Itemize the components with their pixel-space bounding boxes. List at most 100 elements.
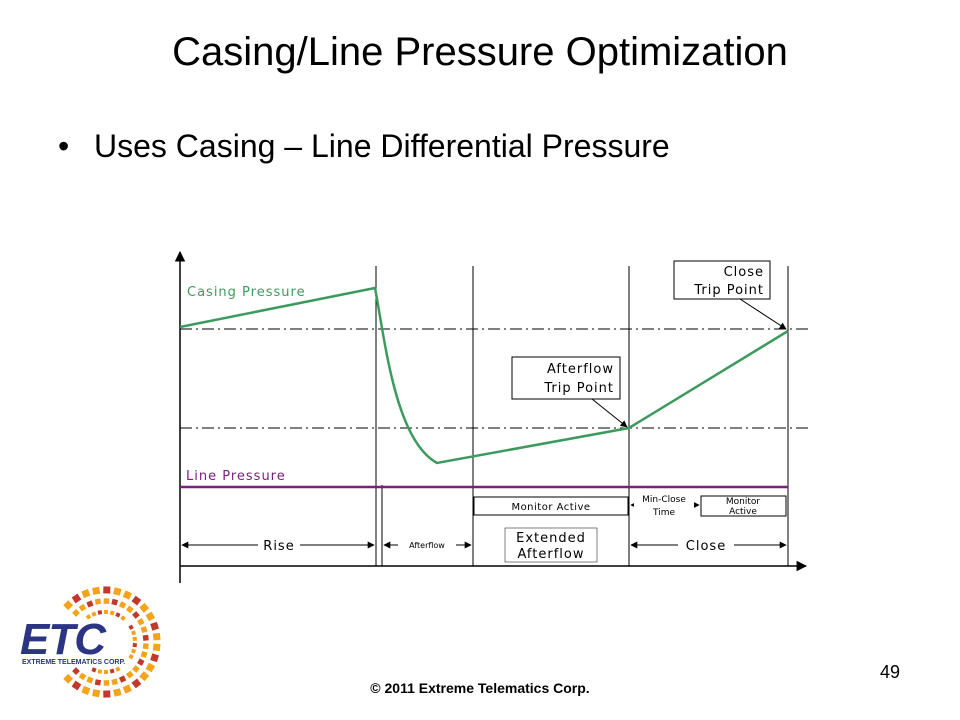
logo-ray-square (118, 601, 127, 609)
logo-ray-square (113, 587, 122, 596)
logo-ray-square (150, 621, 160, 631)
afterflow-trip-callout (511, 356, 621, 400)
logo-ray-square (140, 626, 148, 634)
logo-ray-square (122, 684, 132, 694)
logo-ray-square (78, 672, 87, 681)
logo-ray-square (91, 611, 97, 617)
monitor-active-2-line1: Monitor (726, 497, 761, 507)
logo-ray-square (132, 642, 137, 648)
line-pressure-label: Line Pressure (186, 469, 286, 484)
logo-ray-square (139, 602, 150, 613)
logo-ray-square (145, 611, 156, 622)
min-close-line2: Time (652, 508, 675, 518)
logo-ray-square (115, 612, 121, 618)
page-number: 49 (880, 662, 901, 682)
logo-ray-square (92, 689, 101, 698)
logo-ray-square (81, 589, 91, 599)
logo-ray-square (139, 671, 150, 682)
logo-ray-square (86, 600, 94, 608)
logo-ray-square (109, 610, 115, 616)
logo-ray-square (131, 630, 137, 636)
close-label: Close (686, 539, 726, 554)
logo-ray-square (137, 658, 145, 666)
logo-ray-square (71, 680, 82, 691)
afterflow-label: Afterflow (409, 541, 445, 550)
logo-ray-square (115, 666, 121, 672)
close-callout-line1: Close (724, 265, 764, 280)
logo-ray-square (103, 690, 111, 698)
min-close-label-bg (634, 493, 694, 517)
close-label-bg (678, 536, 734, 554)
afterflow-callout-line1: Afterflow (547, 362, 614, 377)
slide-title: Casing/Line Pressure Optimization (172, 30, 788, 74)
afterflow-callout-line2: Trip Point (543, 381, 614, 396)
logo-ray-square (94, 679, 102, 686)
logo-ray-square (63, 600, 74, 611)
close-trip-callout (673, 260, 771, 300)
close-callout-arrow (739, 298, 787, 330)
logo-ray-square (91, 667, 97, 673)
logo-sunburst-icon (63, 586, 161, 698)
logo-ray-square (128, 653, 134, 660)
close-callout-line2: Trip Point (693, 283, 764, 298)
logo-ray-square (94, 598, 102, 605)
logo-ray-square (118, 675, 127, 683)
etc-logo: ETC EXTREME TELEMATICS CORP. (20, 586, 161, 698)
bullet-item: • Uses Casing – Line Differential Pressu… (58, 128, 670, 165)
logo-ray-square (132, 665, 140, 673)
logo-ray-square (103, 609, 109, 615)
logo-ray-square (137, 618, 145, 626)
logo-ray-square (71, 593, 82, 604)
logo-ray-square (78, 603, 87, 612)
logo-ray-square (103, 680, 110, 686)
logo-ray-square (111, 678, 118, 686)
logo-ray-square (131, 648, 137, 654)
min-close-line1: Min-Close (642, 495, 686, 505)
logo-ray-square (125, 670, 134, 679)
logo-ray-square (113, 688, 122, 697)
logo-ray-square (125, 605, 134, 614)
logo-ray-square (72, 667, 80, 675)
logo-ray-square (150, 653, 160, 663)
logo-ray-square (85, 614, 92, 620)
casing-pressure-curve (179, 286, 789, 465)
logo-subtext: EXTREME TELEMATICS CORP. (22, 659, 125, 666)
extended-afterflow-line1: Extended (516, 531, 586, 546)
logo-ray-square (111, 598, 118, 606)
extended-afterflow-line2: Afterflow (518, 547, 585, 562)
logo-ray-square (120, 615, 126, 621)
monitor-active-box-2 (700, 495, 787, 517)
logo-ray-square (132, 611, 140, 619)
logo-ray-square (131, 595, 142, 606)
copyright-text: © 2011 Extreme Telematics Corp. (370, 680, 590, 696)
afterflow-callout-arrow (591, 398, 628, 428)
logo-text: ETC (20, 615, 107, 664)
logo-ray-square (97, 610, 103, 615)
rise-label-bg (258, 536, 300, 554)
logo-ray-square (128, 624, 134, 631)
logo-ray-square (103, 669, 109, 675)
monitor-active-2-line2: Active (729, 507, 757, 517)
logo-ray-square (86, 676, 94, 684)
logo-ray-square (97, 669, 103, 674)
logo-ray-square (142, 634, 149, 641)
logo-ray-square (109, 668, 115, 674)
logo-ray-square (145, 662, 156, 673)
logo-ray-square (122, 590, 132, 600)
casing-pressure-label: Casing Pressure (187, 285, 306, 300)
rise-label: Rise (263, 539, 294, 554)
logo-ray-square (103, 598, 110, 604)
logo-ray-square (92, 586, 101, 595)
logo-ray-square (81, 685, 91, 695)
logo-ray-square (152, 643, 161, 652)
monitor-active-box (473, 496, 629, 516)
logo-ray-square (103, 586, 111, 594)
logo-ray-square (131, 678, 142, 689)
logo-ray-square (140, 650, 148, 658)
monitor-active-label: Monitor Active (511, 502, 590, 513)
bullet-icon: • (58, 128, 70, 164)
bullet-text: Uses Casing – Line Differential Pressure (94, 128, 670, 164)
logo-ray-square (152, 632, 161, 641)
logo-ray-square (132, 636, 137, 642)
